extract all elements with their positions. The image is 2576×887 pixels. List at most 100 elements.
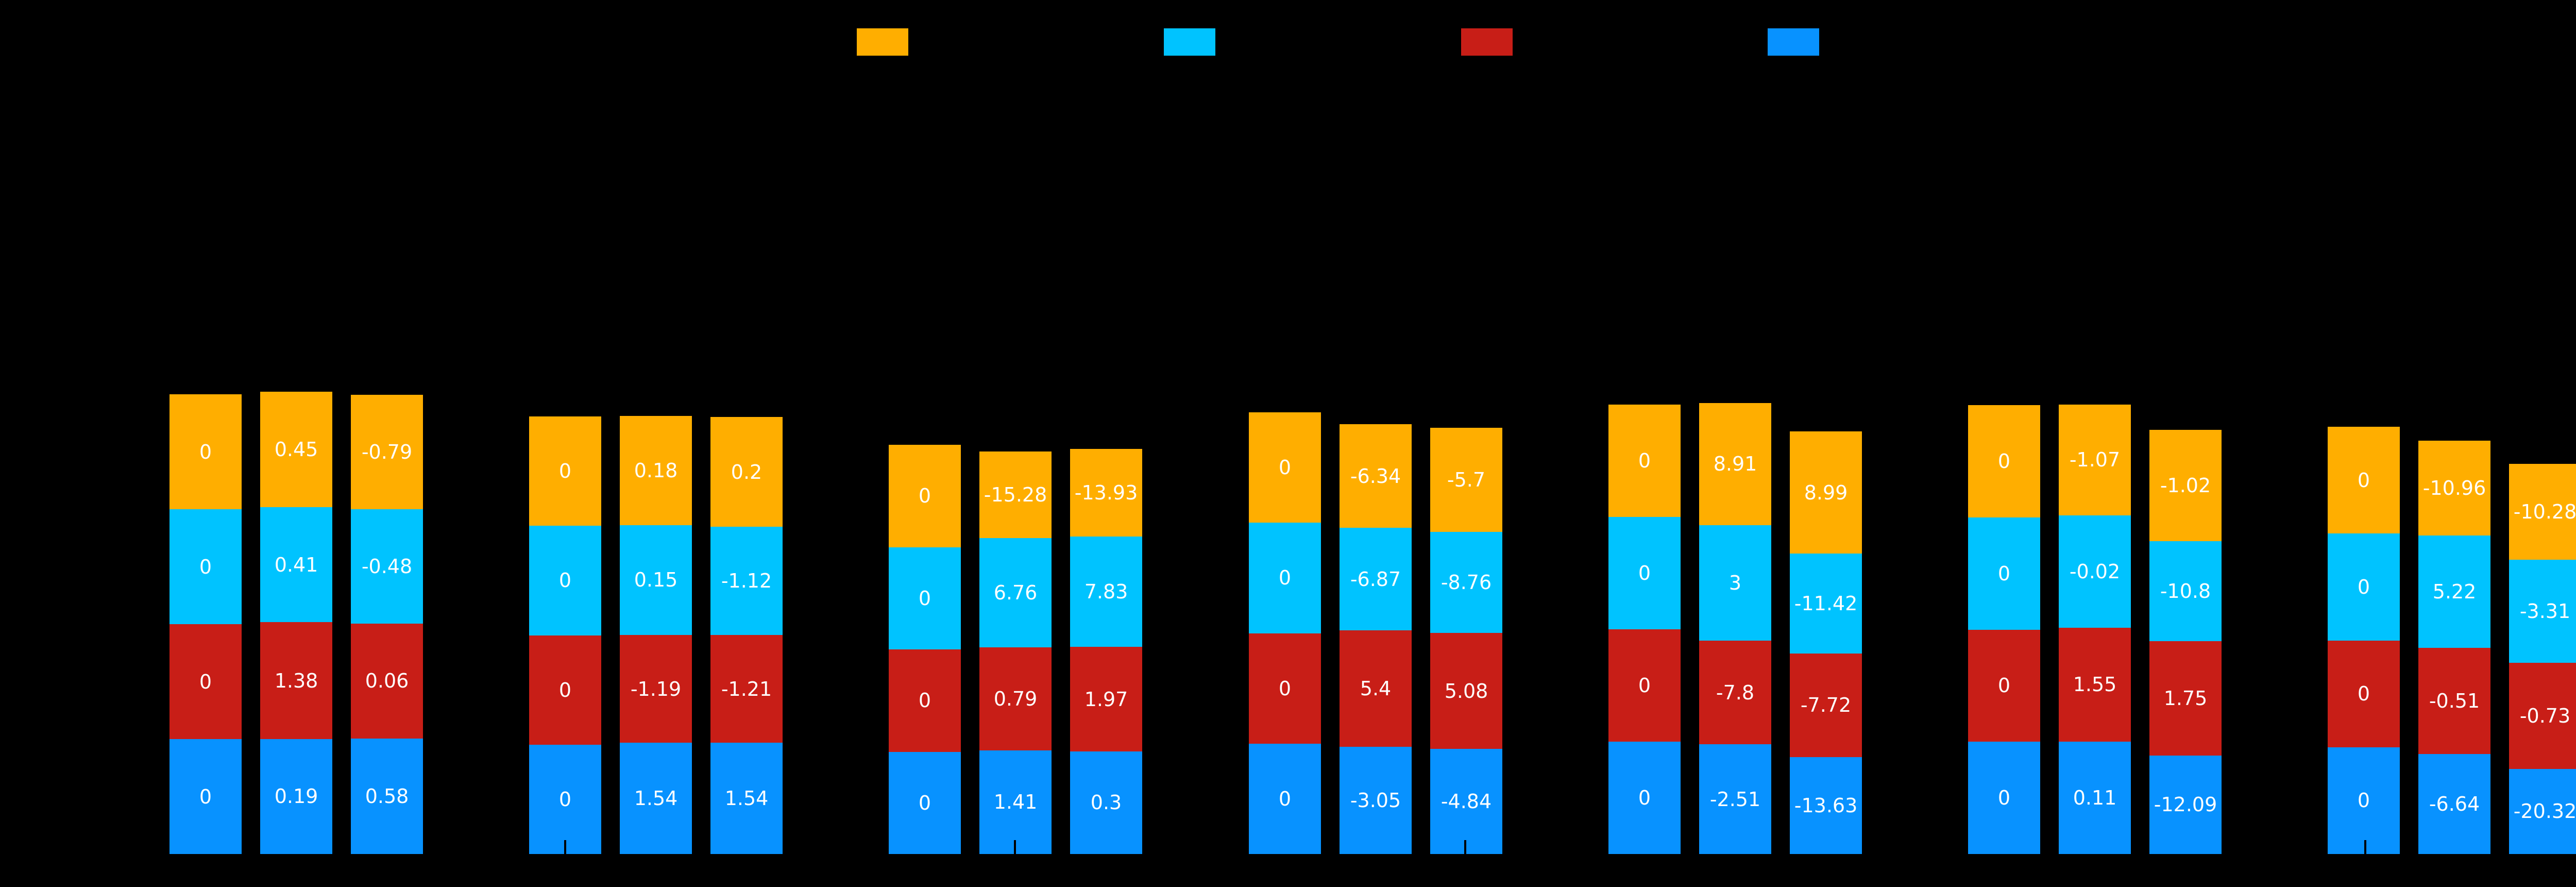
- segment-value-label: -10.96: [2422, 476, 2486, 499]
- segment-value-label: -5.7: [1447, 468, 1486, 492]
- segment-value-label: -7.8: [1716, 681, 1755, 704]
- bar-segment-red: -7.8: [1699, 641, 1771, 745]
- segment-value-label: -2.51: [1709, 788, 1761, 811]
- segment-value-label: 0: [1997, 786, 2011, 810]
- segment-value-label: -13.63: [1794, 794, 1858, 817]
- segment-value-label: 0: [558, 460, 572, 483]
- segment-value-label: 0.11: [2073, 786, 2117, 809]
- bar-segment-orange: -15.28: [979, 451, 1052, 538]
- bar-segment-cyan: 0.15: [620, 525, 692, 635]
- bar-segment-red: -1.19: [620, 634, 692, 743]
- segment-value-label: 0.2: [731, 460, 762, 483]
- segment-value-label: 5.08: [1444, 679, 1488, 702]
- bar-segment-red: 1.55: [2059, 627, 2131, 742]
- bar-segment-blue: 0.3: [1070, 751, 1142, 854]
- bar-group-5-bar-1: 0 0 0 0: [1608, 405, 1681, 854]
- bar-segment-orange: 0: [170, 394, 242, 509]
- bar-segment-orange: 8.99: [1790, 431, 1862, 554]
- bar-group-5-bar-3: 8.99 -11.42 -7.72 -13.63: [1790, 431, 1862, 854]
- segment-value-label: -11.42: [1794, 592, 1858, 615]
- bar-segment-orange: -13.93: [1070, 448, 1142, 537]
- segment-value-label: 0: [1638, 449, 1651, 472]
- segment-value-label: 6.76: [993, 581, 1038, 604]
- bar-group-4-bar-3: -5.7 -8.76 5.08 -4.84: [1430, 428, 1502, 854]
- segment-value-label: 0: [2357, 682, 2370, 706]
- segment-value-label: -7.72: [1800, 694, 1852, 717]
- bar-segment-orange: -1.07: [2059, 404, 2131, 516]
- segment-value-label: -3.31: [2519, 599, 2571, 623]
- bar-segment-cyan: 0: [2328, 533, 2400, 641]
- segment-value-label: 7.83: [1084, 580, 1128, 604]
- x-axis-tick: [1914, 840, 1916, 854]
- bar-segment-orange: -6.34: [1340, 424, 1412, 528]
- bar-segment-blue: 1.41: [979, 750, 1052, 854]
- bar-segment-blue: 0.11: [2059, 741, 2131, 854]
- x-axis-tick: [2364, 840, 2366, 854]
- bar-segment-red: 1.75: [2149, 641, 2222, 756]
- bar-segment-red: -0.51: [2418, 648, 2490, 755]
- bar-segment-orange: -5.7: [1430, 428, 1502, 532]
- bar-segment-blue: 0: [1968, 742, 2040, 854]
- bar-group-7-bar-2: -10.96 5.22 -0.51 -6.64: [2418, 440, 2490, 854]
- segment-value-label: -6.34: [1350, 464, 1401, 488]
- segment-value-label: 0: [1638, 674, 1651, 697]
- bar-segment-blue: 0: [1249, 743, 1321, 854]
- bar-segment-blue: -6.64: [2418, 754, 2490, 854]
- bar-segment-red: 0: [1608, 629, 1681, 742]
- bar-segment-orange: 0.2: [710, 417, 783, 527]
- segment-value-label: -13.93: [1074, 481, 1138, 505]
- bar-segment-orange: 0: [1249, 412, 1321, 523]
- segment-value-label: 1.54: [634, 787, 678, 810]
- segment-value-label: 0: [1278, 787, 1292, 810]
- segment-value-label: -4.84: [1440, 790, 1492, 813]
- segment-value-label: 1.54: [724, 787, 769, 810]
- bar-group-1-bar-2: 0.45 0.41 1.38 0.19: [260, 391, 332, 854]
- bar-segment-orange: 0.18: [620, 415, 692, 526]
- segment-value-label: -0.51: [2429, 690, 2480, 713]
- segment-value-label: 0: [558, 678, 572, 701]
- segment-value-label: -1.21: [721, 677, 772, 700]
- segment-value-label: 1.41: [993, 791, 1038, 814]
- segment-value-label: -1.19: [630, 677, 682, 700]
- segment-value-label: 0: [199, 555, 212, 578]
- segment-value-label: 0: [918, 587, 931, 610]
- bar-segment-cyan: 3: [1699, 525, 1771, 641]
- bar-segment-cyan: -10.8: [2149, 541, 2222, 641]
- segment-value-label: -8.76: [1440, 571, 1492, 594]
- segment-value-label: -1.07: [2069, 448, 2121, 472]
- segment-value-label: -10.8: [2160, 579, 2211, 603]
- bar-group-4-bar-2: -6.34 -6.87 5.4 -3.05: [1340, 424, 1412, 854]
- legend-swatch-blue-icon: [1768, 28, 1819, 56]
- segment-value-label: 1.75: [2163, 687, 2208, 710]
- bar-segment-blue: -4.84: [1430, 749, 1502, 854]
- segment-value-label: 0: [1997, 674, 2011, 697]
- bar-segment-blue: 0.19: [260, 739, 332, 854]
- bar-segment-blue: 0: [889, 751, 961, 854]
- bar-segment-red: 0: [529, 635, 601, 745]
- segment-value-label: -3.05: [1350, 789, 1401, 812]
- segment-value-label: 0: [1638, 562, 1651, 584]
- bar-group-6-bar-3: -1.02 -10.8 1.75 -12.09: [2149, 430, 2222, 854]
- bar-segment-orange: 0: [889, 445, 961, 547]
- bar-segment-cyan: 0: [1249, 523, 1321, 633]
- bar-segment-red: 0: [2328, 640, 2400, 747]
- legend-swatch-orange-icon: [857, 28, 908, 56]
- segment-value-label: 0: [1638, 786, 1651, 809]
- bar-segment-blue: -13.63: [1790, 757, 1862, 854]
- bar-segment-red: 1.97: [1070, 647, 1142, 751]
- bar-segment-cyan: 0: [170, 509, 242, 624]
- bar-segment-orange: -1.02: [2149, 430, 2222, 541]
- segment-value-label: -6.87: [1350, 567, 1401, 591]
- bar-segment-blue: -20.32: [2509, 768, 2576, 854]
- bar-group-7-bar-1: 0 0 0 0: [2328, 427, 2400, 854]
- segment-value-label: 0.79: [993, 687, 1038, 710]
- bar-segment-orange: -10.28: [2509, 463, 2576, 560]
- bar-segment-cyan: -6.87: [1340, 527, 1412, 631]
- bar-segment-blue: -3.05: [1340, 747, 1412, 854]
- segment-value-label: 0: [2357, 468, 2370, 492]
- bar-segment-blue: 0: [1608, 742, 1681, 854]
- bar-segment-orange: -10.96: [2418, 440, 2490, 536]
- segment-value-label: -0.02: [2069, 560, 2121, 583]
- segment-value-label: 0: [199, 785, 212, 808]
- bar-segment-cyan: 7.83: [1070, 537, 1142, 647]
